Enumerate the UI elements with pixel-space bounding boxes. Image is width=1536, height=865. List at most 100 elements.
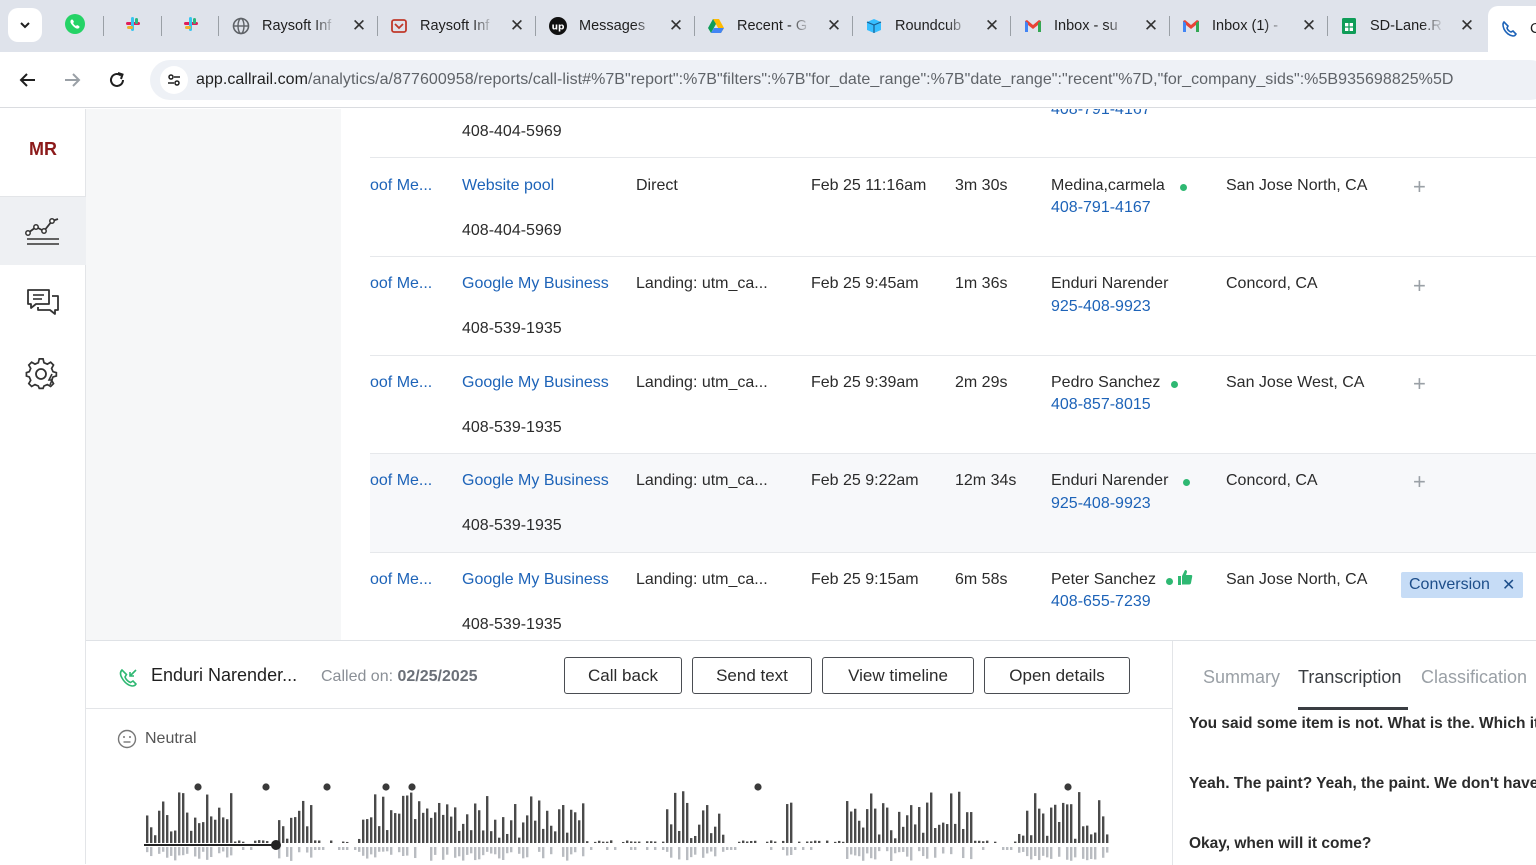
waveform-bar-secondary	[874, 847, 877, 860]
nav-settings[interactable]	[0, 340, 86, 408]
raysoft-icon	[390, 17, 408, 35]
browser-tab-8[interactable]: SD-Lane.R ✕	[1328, 8, 1484, 44]
waveform-bar	[194, 817, 197, 843]
browser-tab-5[interactable]: Roundcub ✕	[853, 8, 1009, 44]
waveform-bar	[346, 841, 349, 843]
customer-phone-link[interactable]: 925-408-9923	[1051, 495, 1151, 512]
browser-tab-6[interactable]: Inbox - su ✕	[1012, 8, 1168, 44]
waveform-bar-secondary	[434, 847, 437, 855]
tab-transcription[interactable]: Transcription	[1298, 667, 1402, 687]
browser-tab-4[interactable]: Recent - G ✕	[695, 8, 851, 44]
company-link[interactable]: oof Me...	[370, 374, 433, 391]
table-row[interactable]: oof Me... Google My Business 408-539-193…	[370, 257, 1536, 356]
start-time: Feb 25 9:22am	[811, 472, 919, 489]
tune-icon	[168, 74, 180, 86]
waveform-bar	[666, 809, 669, 843]
table-row[interactable]: oof Me... Google My Business 408-539-193…	[370, 356, 1536, 454]
close-icon[interactable]: ✕	[1143, 16, 1159, 35]
site-info-button[interactable]	[160, 66, 188, 94]
waveform-bar	[882, 803, 885, 843]
waveform-bar	[154, 835, 157, 843]
company-link[interactable]: oof Me...	[370, 177, 433, 194]
company-link[interactable]: oof Me...	[370, 571, 433, 588]
add-tag-button[interactable]: +	[1413, 371, 1426, 396]
waveform-bar	[634, 841, 637, 843]
close-icon[interactable]: ✕	[826, 16, 842, 35]
waveform-bar	[1062, 802, 1065, 843]
close-icon[interactable]: ✕	[351, 16, 367, 35]
view-timeline-button[interactable]: View timeline	[822, 657, 974, 694]
remove-tag-icon[interactable]: ✕	[1501, 577, 1516, 594]
company-link[interactable]: oof Me...	[370, 472, 433, 489]
waveform-bar-secondary	[518, 847, 521, 854]
close-icon[interactable]: ✕	[509, 16, 525, 35]
account-logo[interactable]: MR	[29, 139, 57, 159]
tab-search-button[interactable]	[8, 8, 42, 42]
browser-tab-3[interactable]: up Messages ✕	[537, 8, 693, 44]
close-icon[interactable]: ✕	[1459, 16, 1475, 35]
company-link[interactable]: oof Me...	[370, 275, 433, 292]
table-row[interactable]: oof Me... Google My Business 408-539-193…	[370, 553, 1536, 640]
source-link[interactable]: Google My Business	[462, 275, 609, 292]
tab-summary[interactable]: Summary	[1203, 667, 1281, 687]
source-link[interactable]: Google My Business	[462, 472, 609, 489]
pinned-tab-slack-1[interactable]	[120, 11, 146, 37]
source-link[interactable]: Website pool	[462, 177, 555, 194]
back-button[interactable]	[12, 64, 44, 96]
table-row[interactable]: oof Me... Website pool 408-404-5969 Dire…	[370, 158, 1536, 257]
open-details-button[interactable]: Open details	[984, 657, 1130, 694]
add-tag-button[interactable]: +	[1413, 273, 1426, 298]
waveform-bar-secondary	[582, 847, 585, 857]
send-text-button[interactable]: Send text	[692, 657, 812, 694]
audio-waveform[interactable]	[144, 783, 1124, 865]
waveform-bar-secondary	[502, 847, 505, 861]
browser-tab-active[interactable]: C	[1488, 6, 1536, 52]
waveform-bar	[738, 841, 741, 843]
location: San Jose West, CA	[1226, 374, 1365, 391]
tab-classification[interactable]: Classification	[1421, 667, 1528, 687]
customer-phone-link[interactable]: 408-857-8015	[1051, 396, 1151, 413]
nav-conversations[interactable]	[0, 269, 86, 337]
add-tag-button[interactable]: +	[1413, 469, 1426, 494]
waveform-bar-secondary	[794, 847, 797, 850]
pinned-tab-whatsapp[interactable]	[62, 11, 88, 37]
waveform-bar	[886, 807, 889, 843]
waveform-bar	[1022, 835, 1025, 843]
browser-tab-2[interactable]: Raysoft Inf ✕	[378, 8, 534, 44]
pinned-tab-slack-2[interactable]	[178, 11, 204, 37]
waveform-bar-secondary	[526, 847, 529, 858]
waveform-bar-secondary	[1086, 847, 1089, 861]
add-tag-button[interactable]: +	[1413, 174, 1426, 199]
url-text: app.callrail.com/analytics/a/877600958/r…	[196, 71, 1454, 89]
browser-tab-1[interactable]: Raysoft Inf ✕	[220, 8, 376, 44]
customer-phone-link[interactable]: 408-791-4167	[1051, 199, 1151, 216]
neutral-face-icon	[117, 729, 137, 749]
close-icon[interactable]: ✕	[984, 16, 1000, 35]
browser-tab-7[interactable]: Inbox (1) - ✕	[1170, 8, 1326, 44]
waveform-bar	[954, 823, 957, 843]
waveform-bar	[446, 804, 449, 843]
call-back-button[interactable]: Call back	[564, 657, 682, 694]
customer-phone-link[interactable]: 408-791-4167	[1051, 109, 1151, 118]
waveform-bar	[1014, 841, 1017, 843]
table-row[interactable]: oof Me... Google My Business 408-539-193…	[370, 454, 1536, 553]
sentiment: Neutral	[117, 729, 197, 749]
source-link[interactable]: Google My Business	[462, 374, 609, 391]
close-icon[interactable]: ✕	[1301, 16, 1317, 35]
source-link[interactable]: Google My Business	[462, 571, 609, 588]
waveform-bar-secondary	[770, 847, 773, 850]
waveform-bar-secondary	[474, 847, 477, 861]
waveform-bar-secondary	[782, 847, 785, 850]
waveform-bar-secondary	[374, 847, 377, 858]
customer-phone-link[interactable]: 925-408-9923	[1051, 298, 1151, 315]
waveform-bar-secondary	[902, 847, 905, 852]
waveform-bar	[922, 832, 925, 843]
reload-button[interactable]	[101, 64, 133, 96]
forward-button[interactable]	[56, 64, 88, 96]
medium: Landing: utm_ca...	[636, 275, 768, 292]
customer-phone-link[interactable]: 408-655-7239	[1051, 593, 1151, 610]
address-bar[interactable]: app.callrail.com/analytics/a/877600958/r…	[150, 60, 1536, 100]
nav-analytics[interactable]	[0, 197, 86, 265]
close-icon[interactable]: ✕	[668, 16, 684, 35]
table-row[interactable]: 408-404-5969 408-791-4167	[370, 109, 1536, 158]
